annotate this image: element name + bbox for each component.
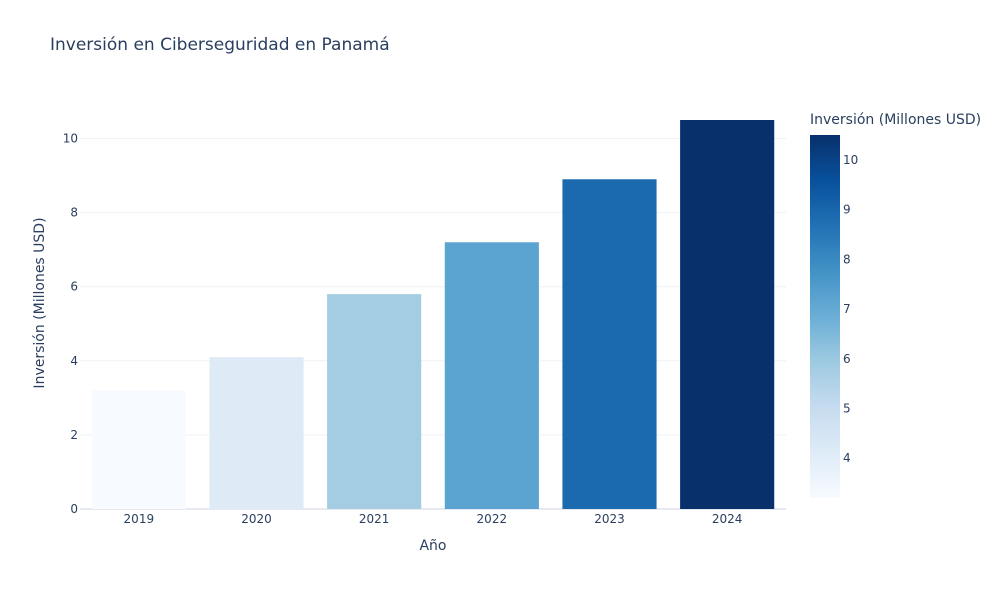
bar-2019[interactable] [91,390,186,509]
colorbar-tick-label: 10 [843,153,858,167]
x-axis-ticks: 2019 2020 2021 2022 2023 2024 [124,512,743,526]
colorbar-tick-label: 9 [843,203,851,217]
colorbar: Inversión (Millones USD) 4 5 6 7 8 9 10 [810,112,981,498]
bar-2024[interactable] [680,120,775,509]
colorbar-scale [810,135,840,498]
y-tick-label: 6 [70,280,78,294]
colorbar-title: Inversión (Millones USD) [810,112,981,128]
bar-2023[interactable] [562,179,657,509]
y-axis-label: Inversión (Millones USD) [32,217,48,388]
bar-2022[interactable] [444,242,539,509]
gridlines [80,138,786,510]
y-tick-label: 4 [70,354,78,368]
colorbar-tick-label: 6 [843,352,851,366]
colorbar-tick-label: 4 [843,451,851,465]
y-tick-label: 2 [70,428,78,442]
bar-2020[interactable] [209,357,304,509]
y-tick-label: 0 [70,502,78,516]
x-tick-label: 2020 [241,512,272,526]
bars [91,120,775,509]
y-axis-ticks: 0 2 4 6 8 10 [63,132,78,516]
x-tick-label: 2022 [477,512,508,526]
colorbar-tick-label: 5 [843,401,851,415]
x-tick-label: 2019 [124,512,155,526]
colorbar-tick-label: 7 [843,302,851,316]
bar-2021[interactable] [327,294,422,509]
x-tick-label: 2021 [359,512,390,526]
colorbar-tick-label: 8 [843,252,851,266]
y-tick-label: 8 [70,206,78,220]
x-tick-label: 2023 [594,512,625,526]
x-axis-label: Año [419,538,446,554]
colorbar-ticks: 4 5 6 7 8 9 10 [843,153,858,465]
y-tick-label: 10 [63,132,78,146]
x-tick-label: 2024 [712,512,743,526]
chart-title: Inversión en Ciberseguridad en Panamá [50,35,390,55]
